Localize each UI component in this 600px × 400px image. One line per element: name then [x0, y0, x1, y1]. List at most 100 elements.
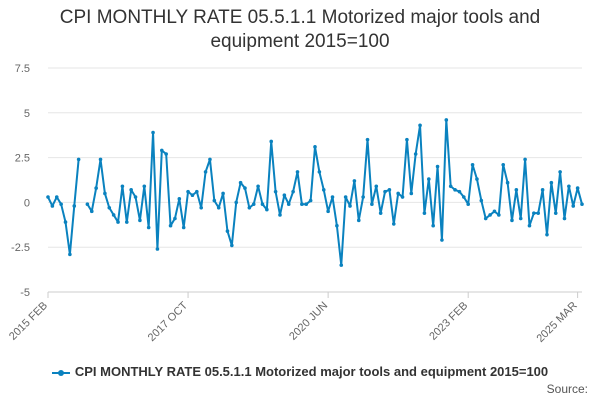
- data-point: [558, 170, 562, 174]
- data-point: [497, 213, 501, 217]
- data-point: [330, 195, 335, 199]
- data-point: [435, 164, 440, 169]
- data-point: [124, 220, 129, 224]
- data-point: [269, 139, 274, 144]
- data-point: [256, 184, 260, 189]
- data-point: [348, 204, 352, 208]
- data-point: [431, 223, 435, 228]
- data-point: [50, 204, 55, 208]
- data-point: [400, 195, 405, 199]
- chart-title-line-2: equipment 2015=100: [210, 31, 390, 52]
- data-point: [356, 218, 361, 223]
- data-point: [479, 198, 484, 203]
- data-point: [286, 202, 291, 206]
- data-point: [94, 186, 98, 190]
- data-point: [230, 243, 234, 248]
- data-point: [164, 152, 168, 156]
- data-point: [427, 177, 431, 181]
- data-point: [76, 157, 81, 162]
- data-point: [453, 188, 457, 192]
- data-point: [510, 218, 514, 223]
- data-point: [409, 191, 414, 196]
- data-point: [343, 195, 348, 199]
- data-point: [59, 202, 63, 206]
- data-point: [186, 189, 190, 194]
- y-tick-label: 7.5: [15, 63, 30, 75]
- chart-title: CPI MONTHLY RATE 05.5.1.1 Motorized majo…: [0, 6, 600, 54]
- data-point: [190, 193, 195, 198]
- data-point: [238, 180, 243, 185]
- data-point: [46, 195, 50, 199]
- y-tick-label: 2.5: [15, 153, 30, 165]
- chart-title-line-1: CPI MONTHLY RATE 05.5.1.1 Motorized majo…: [59, 7, 541, 28]
- data-point: [483, 216, 488, 221]
- data-point: [243, 186, 247, 190]
- data-point: [462, 195, 466, 199]
- data-point: [103, 191, 107, 196]
- data-point: [54, 195, 59, 199]
- x-tick-label: 2015 FEB: [7, 300, 50, 343]
- data-point: [63, 220, 68, 224]
- data-point: [199, 205, 203, 210]
- y-tick-label: -5: [20, 287, 30, 299]
- data-point: [173, 216, 177, 221]
- data-point: [155, 247, 160, 251]
- data-point: [291, 189, 295, 194]
- legend[interactable]: CPI MONTHLY RATE 05.5.1.1 Motorized majo…: [0, 364, 600, 379]
- data-point: [116, 220, 120, 224]
- data-point: [85, 202, 90, 206]
- data-point: [523, 157, 527, 162]
- data-point: [326, 209, 330, 214]
- data-point: [133, 195, 138, 199]
- data-point: [265, 207, 269, 212]
- data-point: [396, 191, 400, 196]
- x-tick-label: 2017 OCT: [146, 299, 191, 344]
- data-point: [160, 148, 164, 153]
- data-point: [532, 211, 536, 215]
- data-point: [111, 213, 116, 217]
- data-point: [553, 211, 558, 215]
- data-point: [492, 209, 497, 214]
- data-point: [514, 188, 519, 192]
- x-tick-label: 2025 MAR: [535, 300, 580, 345]
- data-point: [440, 238, 444, 242]
- data-point: [365, 137, 370, 142]
- data-point: [370, 202, 374, 206]
- data-point: [208, 157, 212, 162]
- data-point: [177, 197, 182, 201]
- data-point: [72, 204, 77, 208]
- data-point: [571, 204, 576, 208]
- data-point: [387, 188, 392, 192]
- data-point: [466, 202, 470, 206]
- y-tick-label: 5: [24, 108, 30, 120]
- data-point: [321, 188, 326, 192]
- data-point: [422, 211, 427, 215]
- series-line: [47, 118, 583, 267]
- data-point: [413, 152, 418, 156]
- data-point: [221, 191, 225, 196]
- data-point: [107, 205, 112, 210]
- data-point: [195, 189, 199, 194]
- x-tick-label: 2023 FEB: [427, 300, 470, 343]
- data-point: [146, 225, 151, 230]
- data-point: [225, 229, 230, 233]
- data-point: [278, 213, 282, 217]
- x-tick-label: 2020 JUN: [287, 300, 330, 343]
- data-point: [418, 123, 422, 128]
- data-point: [317, 170, 322, 174]
- data-point: [540, 188, 545, 192]
- data-point: [304, 202, 309, 206]
- data-point: [247, 205, 252, 210]
- data-point: [151, 130, 155, 135]
- data-point: [549, 180, 554, 185]
- data-point: [374, 184, 379, 189]
- data-point: [488, 213, 492, 217]
- data-point: [212, 198, 217, 203]
- legend-series-marker-icon: [51, 368, 70, 378]
- data-point: [216, 205, 221, 210]
- data-point: [142, 184, 147, 189]
- data-point: [313, 145, 317, 149]
- data-point: [308, 198, 313, 203]
- data-point: [295, 170, 300, 174]
